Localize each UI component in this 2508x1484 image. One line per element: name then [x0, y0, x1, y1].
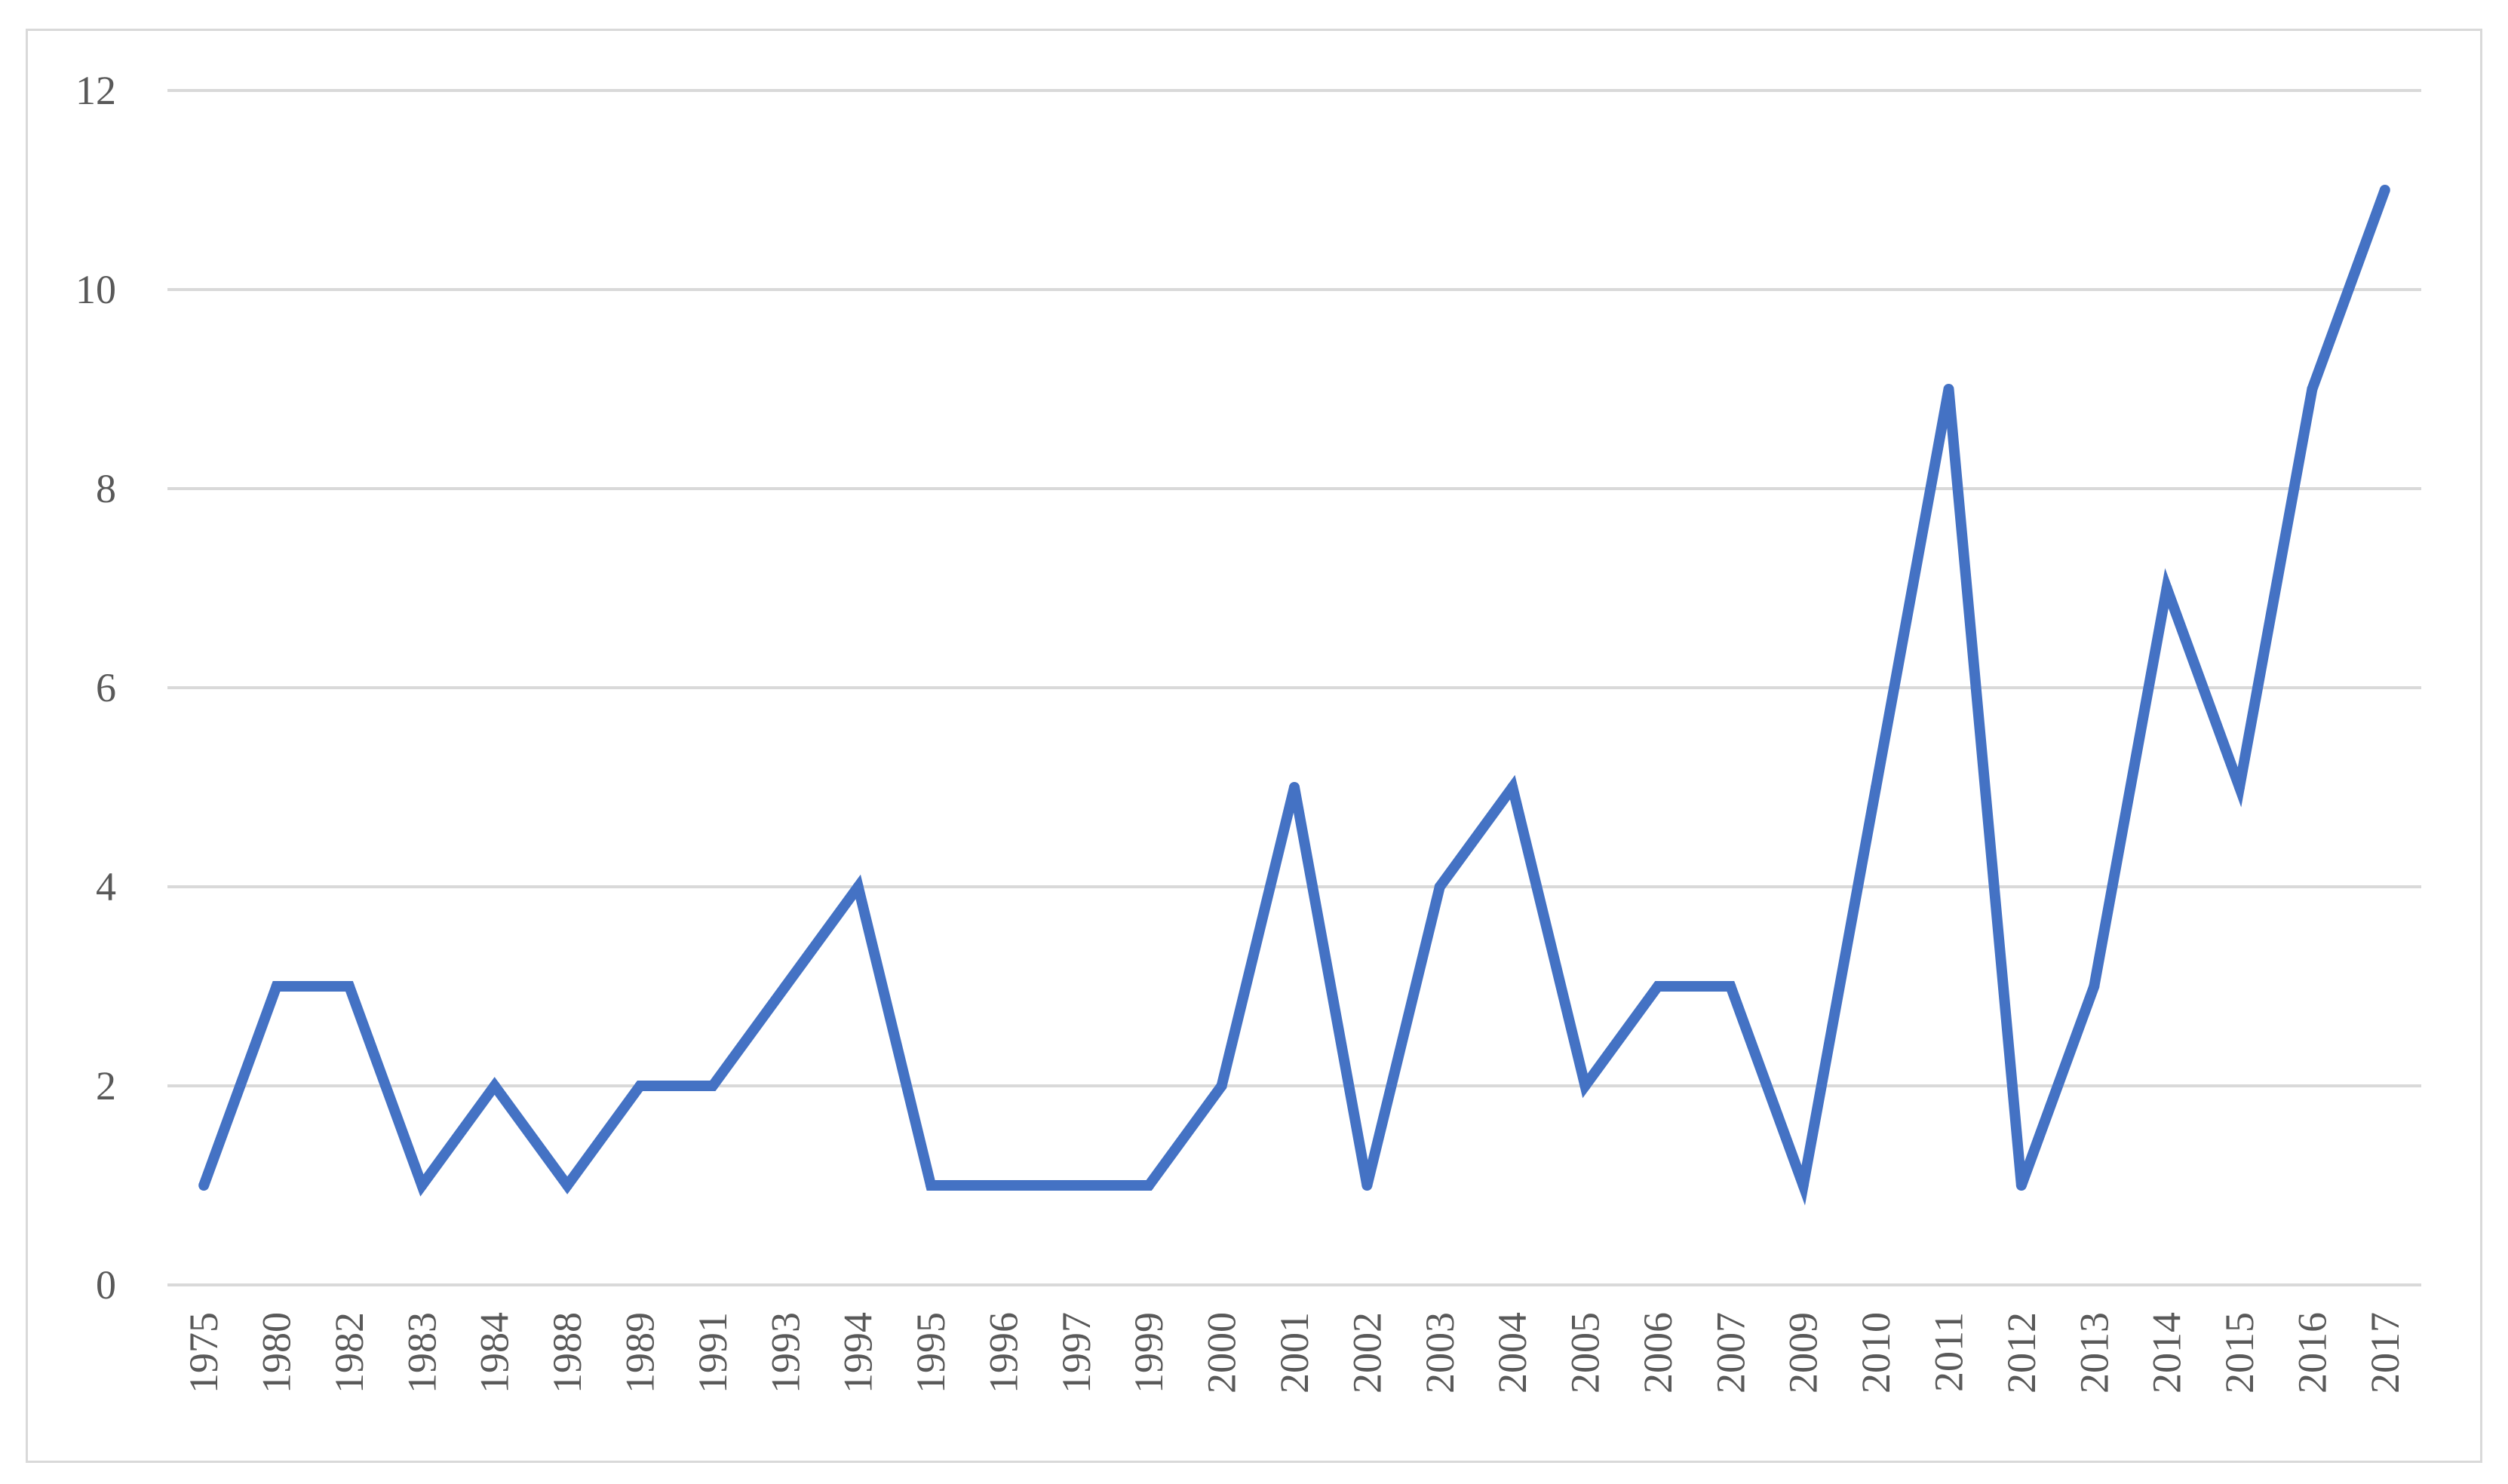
x-tick-label: 2016 — [2289, 1312, 2335, 1394]
data-point — [2015, 1180, 2027, 1191]
data-point — [416, 1180, 428, 1191]
y-tick-label: 6 — [96, 665, 116, 710]
x-tick-label: 2003 — [1417, 1312, 1463, 1394]
x-tick-label: 2012 — [1999, 1312, 2044, 1394]
x-tick-label: 1999 — [1126, 1312, 1171, 1394]
x-tick-label: 1988 — [545, 1312, 590, 1394]
data-point — [634, 1081, 646, 1091]
x-tick-label: 2007 — [1708, 1312, 1753, 1394]
x-tick-label: 1982 — [327, 1312, 372, 1394]
data-point — [2161, 583, 2172, 593]
data-point — [198, 1180, 210, 1191]
x-tick-label: 1997 — [1054, 1312, 1099, 1394]
data-point — [2307, 384, 2318, 394]
x-tick-label: 1991 — [690, 1312, 735, 1394]
y-tick-label: 0 — [96, 1262, 116, 1308]
data-point — [271, 981, 282, 992]
y-tick-label: 4 — [96, 864, 116, 909]
data-point — [852, 882, 864, 892]
data-point — [1871, 782, 1882, 793]
y-tick-label: 12 — [75, 68, 116, 113]
x-tick-label: 1980 — [254, 1312, 299, 1394]
x-tick-label: 1993 — [763, 1312, 808, 1394]
x-tick-label: 2000 — [1199, 1312, 1245, 1394]
x-tick-label: 1995 — [908, 1312, 953, 1394]
data-point — [2379, 185, 2390, 195]
data-point — [489, 1081, 500, 1091]
y-tick-label: 8 — [96, 466, 116, 511]
x-tick-label: 2015 — [2217, 1312, 2262, 1394]
data-point — [1070, 1180, 1082, 1191]
chart-frame — [26, 29, 2482, 1463]
data-point — [2089, 981, 2100, 992]
data-point — [1507, 782, 1518, 793]
data-point — [1289, 782, 1300, 793]
x-axis-ticks: 1975 1980 1982 1983 1984 1988 1989 1991 1993 1994… — [181, 1312, 2408, 1394]
series-layer — [198, 185, 2390, 1206]
x-tick-label: 2001 — [1272, 1312, 1317, 1394]
x-tick-label: 2017 — [2362, 1312, 2408, 1394]
data-point — [1143, 1180, 1155, 1191]
data-point — [1943, 384, 1954, 394]
y-tick-label: 10 — [75, 267, 116, 312]
data-point — [562, 1180, 573, 1191]
x-tick-label: 2005 — [1563, 1312, 1608, 1394]
data-point — [1216, 1081, 1227, 1091]
y-tick-label: 2 — [96, 1063, 116, 1108]
data-point — [998, 1180, 1009, 1191]
data-point — [1361, 1180, 1373, 1191]
data-point — [707, 1081, 718, 1091]
data-point — [1652, 981, 1663, 992]
x-tick-label: 2009 — [1781, 1312, 1826, 1394]
x-tick-label: 2011 — [1926, 1312, 1971, 1392]
x-tick-label: 2013 — [2071, 1312, 2117, 1394]
x-tick-label: 2010 — [1853, 1312, 1899, 1394]
data-point — [780, 981, 791, 992]
x-tick-label: 1975 — [181, 1312, 226, 1394]
x-tick-label: 2006 — [1635, 1312, 1681, 1394]
data-point — [1725, 981, 1736, 992]
x-tick-label: 1983 — [399, 1312, 444, 1394]
gridlines — [167, 89, 2421, 1286]
data-point — [926, 1180, 937, 1191]
x-tick-label: 1989 — [618, 1312, 663, 1394]
y-axis-ticks: 0 2 4 6 8 10 12 — [75, 68, 116, 1308]
data-point — [343, 981, 355, 992]
data-point — [1579, 1081, 1591, 1091]
x-tick-label: 2014 — [2144, 1312, 2190, 1394]
x-tick-label: 1996 — [981, 1312, 1026, 1394]
data-point — [1797, 1180, 1809, 1191]
x-tick-label: 2002 — [1344, 1312, 1389, 1394]
x-tick-label: 1994 — [836, 1312, 881, 1394]
x-tick-label: 1984 — [472, 1312, 517, 1394]
data-point — [1434, 882, 1445, 892]
data-point — [2234, 782, 2246, 793]
x-tick-label: 2004 — [1490, 1312, 1535, 1394]
